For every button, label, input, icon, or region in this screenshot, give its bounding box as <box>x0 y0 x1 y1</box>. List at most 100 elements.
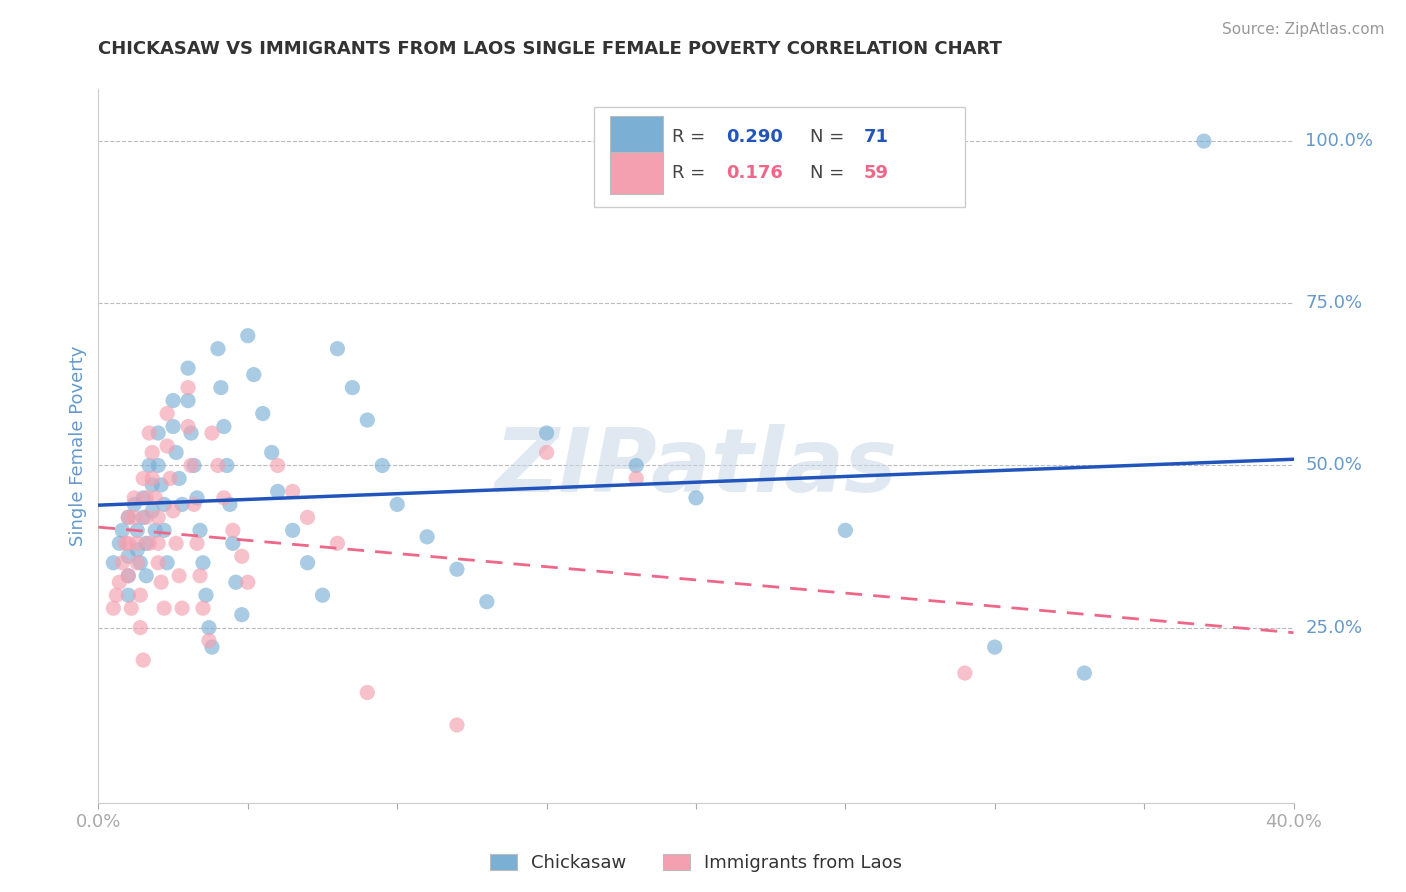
Point <box>153 524 176 538</box>
Point <box>150 575 173 590</box>
Point <box>416 530 439 544</box>
Point <box>198 633 221 648</box>
Point <box>117 549 139 564</box>
Point <box>326 342 349 356</box>
Point <box>148 510 170 524</box>
Point <box>156 407 179 421</box>
Point <box>103 601 125 615</box>
Point <box>129 621 152 635</box>
Point <box>141 504 163 518</box>
Point <box>281 484 304 499</box>
Point <box>207 342 229 356</box>
Point <box>446 562 468 576</box>
Point <box>141 445 163 459</box>
Point <box>685 491 707 505</box>
Text: 50.0%: 50.0% <box>1305 457 1362 475</box>
Point <box>231 549 253 564</box>
Point <box>356 685 378 699</box>
Point <box>129 556 152 570</box>
Point <box>201 425 224 440</box>
Point <box>385 497 409 511</box>
Point <box>297 556 319 570</box>
Point <box>132 653 155 667</box>
Point <box>143 524 166 538</box>
Point <box>342 381 364 395</box>
Point <box>260 445 283 459</box>
Point <box>219 497 242 511</box>
Point <box>191 601 214 615</box>
Point <box>135 510 157 524</box>
Point <box>162 393 184 408</box>
Text: 71: 71 <box>863 128 889 146</box>
Point <box>162 504 184 518</box>
Point <box>103 556 125 570</box>
Point <box>180 458 202 473</box>
Point <box>207 458 229 473</box>
Point <box>162 419 184 434</box>
Point <box>243 368 266 382</box>
Point <box>236 575 259 590</box>
Point <box>172 601 194 615</box>
Point <box>186 536 208 550</box>
Point <box>114 536 136 550</box>
Point <box>215 458 238 473</box>
Point <box>138 458 160 473</box>
FancyBboxPatch shape <box>595 107 965 207</box>
Text: CHICKASAW VS IMMIGRANTS FROM LAOS SINGLE FEMALE POVERTY CORRELATION CHART: CHICKASAW VS IMMIGRANTS FROM LAOS SINGLE… <box>98 40 1002 58</box>
Text: 25.0%: 25.0% <box>1305 619 1362 637</box>
Point <box>117 588 139 602</box>
Point <box>225 575 247 590</box>
Point <box>267 484 290 499</box>
Point <box>138 425 160 440</box>
Point <box>111 556 134 570</box>
Point <box>177 361 200 376</box>
Point <box>141 471 163 485</box>
Point <box>148 536 170 550</box>
Point <box>231 607 253 622</box>
Text: N =: N = <box>810 164 849 182</box>
Point <box>194 588 218 602</box>
Point <box>536 445 558 459</box>
Legend: Chickasaw, Immigrants from Laos: Chickasaw, Immigrants from Laos <box>482 847 910 880</box>
Point <box>117 536 139 550</box>
Y-axis label: Single Female Poverty: Single Female Poverty <box>69 346 87 546</box>
Point <box>177 393 200 408</box>
Point <box>117 568 139 582</box>
Point <box>124 497 146 511</box>
Point <box>212 491 235 505</box>
Point <box>148 556 170 570</box>
Point <box>150 478 173 492</box>
Point <box>111 524 134 538</box>
Point <box>201 640 224 654</box>
Point <box>148 425 170 440</box>
Point <box>135 568 157 582</box>
Point <box>1192 134 1215 148</box>
Point <box>191 556 214 570</box>
Text: 0.176: 0.176 <box>725 164 783 182</box>
Point <box>132 471 155 485</box>
Point <box>135 491 157 505</box>
Point <box>156 439 179 453</box>
Point <box>141 478 163 492</box>
Point <box>153 497 176 511</box>
Point <box>180 425 202 440</box>
Point <box>117 568 139 582</box>
Point <box>222 524 245 538</box>
Text: R =: R = <box>672 164 717 182</box>
Point <box>475 595 498 609</box>
Text: 59: 59 <box>863 164 889 182</box>
FancyBboxPatch shape <box>610 152 662 194</box>
Point <box>127 524 149 538</box>
Point <box>183 497 205 511</box>
Point <box>138 536 160 550</box>
Point <box>236 328 259 343</box>
Point <box>135 536 157 550</box>
Point <box>132 510 155 524</box>
Point <box>177 419 200 434</box>
Point <box>834 524 856 538</box>
Point <box>165 445 187 459</box>
FancyBboxPatch shape <box>610 116 662 159</box>
Point <box>148 458 170 473</box>
Point <box>165 536 187 550</box>
Point <box>124 491 146 505</box>
